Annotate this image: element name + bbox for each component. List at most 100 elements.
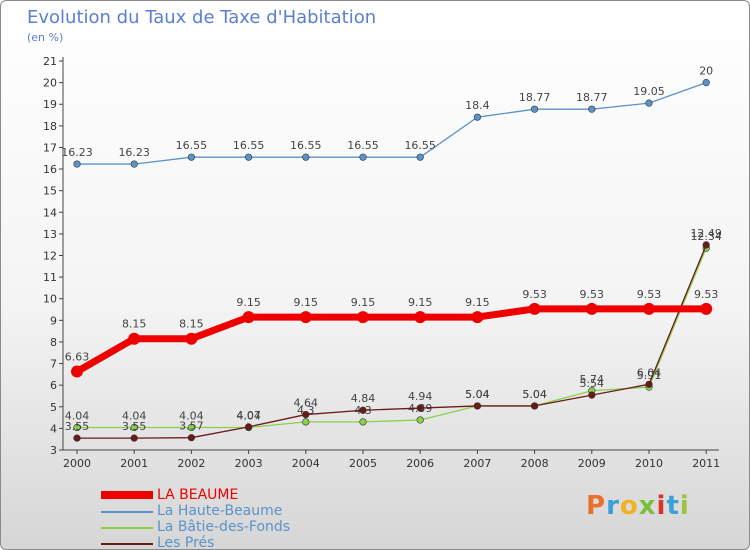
data-point — [185, 332, 198, 345]
x-tick-label: 2007 — [463, 457, 491, 470]
data-point — [130, 160, 138, 168]
data-label: 6.63 — [65, 351, 90, 364]
data-point — [73, 434, 81, 442]
data-point — [414, 311, 427, 324]
data-point — [530, 402, 539, 410]
legend-swatch — [101, 511, 153, 513]
y-tick-label: 12 — [43, 250, 57, 263]
data-label: 4.94 — [408, 390, 433, 403]
y-tick-label: 17 — [43, 141, 57, 154]
series-line — [73, 305, 710, 376]
y-tick-label: 21 — [43, 55, 57, 68]
series-line — [76, 247, 707, 429]
data-point — [130, 423, 138, 432]
unit-label: (en %) — [27, 31, 64, 44]
data-point — [187, 423, 195, 432]
data-label: 4.04 — [236, 410, 261, 423]
data-label: 8.15 — [179, 318, 204, 331]
data-label: 12.49 — [690, 227, 722, 240]
data-label: 5.04 — [465, 388, 490, 401]
data-label: 9.15 — [236, 296, 261, 309]
x-tick-label: 2003 — [235, 457, 263, 470]
data-label: 16.23 — [61, 146, 93, 159]
data-label: 4.64 — [294, 397, 319, 410]
data-point — [302, 410, 310, 419]
data-label: 5.54 — [580, 377, 605, 390]
x-tick-label: 2001 — [120, 457, 148, 470]
logo-letter: x — [638, 491, 657, 521]
series-line — [76, 244, 707, 439]
data-label: 18.77 — [519, 91, 551, 104]
data-label: 9.15 — [294, 296, 319, 309]
logo-letter: i — [656, 491, 667, 521]
x-tick-label: 2010 — [635, 457, 663, 470]
data-label: 20 — [699, 65, 713, 78]
data-point — [302, 418, 310, 426]
data-label: 16.55 — [233, 139, 265, 152]
data-point — [187, 153, 195, 161]
series-line — [76, 81, 707, 165]
y-tick-label: 11 — [43, 271, 57, 284]
x-tick-label: 2002 — [177, 457, 205, 470]
y-tick-label: 6 — [50, 379, 57, 392]
data-point — [73, 423, 81, 432]
data-point — [416, 416, 424, 424]
y-tick-label: 14 — [43, 206, 57, 219]
data-point — [128, 332, 141, 345]
data-label: 5.74 — [580, 373, 605, 386]
y-tick-label: 3 — [50, 444, 57, 457]
data-label: 5.04 — [522, 388, 547, 401]
data-label: 16.55 — [404, 139, 436, 152]
data-point — [299, 311, 312, 324]
data-label: 4.04 — [179, 410, 204, 423]
data-point — [416, 404, 424, 412]
x-tick-label: 2006 — [406, 457, 434, 470]
x-tick-label: 2000 — [63, 457, 91, 470]
data-label: 18.4 — [465, 99, 490, 112]
data-label: 19.05 — [633, 85, 665, 98]
data-label: 3.57 — [179, 420, 204, 433]
y-tick-label: 9 — [50, 314, 57, 327]
data-point — [588, 391, 596, 399]
data-point — [645, 380, 653, 388]
data-point — [245, 423, 253, 431]
data-point — [357, 311, 369, 324]
y-tick-label: 15 — [43, 185, 57, 198]
data-point — [245, 153, 253, 161]
legend-label: LA BEAUME — [157, 487, 239, 503]
logo-letter: r — [606, 491, 620, 521]
y-tick-label: 10 — [43, 293, 57, 306]
data-label: 16.55 — [176, 139, 208, 152]
data-label: 4.04 — [65, 410, 90, 423]
data-label: 5.04 — [522, 388, 547, 401]
logo-letter: i — [679, 491, 690, 521]
y-tick-label: 18 — [43, 120, 57, 133]
data-label: 16.23 — [118, 146, 150, 159]
data-point — [473, 113, 482, 121]
data-label: 9.53 — [580, 288, 605, 301]
data-point — [73, 160, 81, 168]
data-point — [416, 153, 424, 161]
legend-swatch — [101, 527, 153, 529]
data-point — [702, 241, 710, 249]
data-point — [473, 402, 482, 410]
data-label: 12.34 — [690, 230, 722, 243]
x-tick-label: 2011 — [692, 457, 720, 470]
data-point — [528, 302, 541, 315]
data-label: 9.15 — [465, 296, 490, 309]
y-tick-label: 13 — [43, 228, 57, 241]
data-label: 6.04 — [637, 366, 662, 379]
data-point — [359, 418, 367, 426]
data-point — [359, 153, 367, 161]
data-point — [702, 79, 710, 87]
y-tick-label: 16 — [43, 163, 57, 176]
data-label: 4.07 — [236, 409, 261, 422]
data-label: 3.55 — [122, 420, 147, 433]
data-point — [359, 406, 367, 414]
data-point — [643, 302, 655, 315]
logo-letter: o — [619, 491, 639, 521]
data-label: 4.04 — [122, 410, 147, 423]
data-point — [242, 311, 255, 324]
y-tick-label: 19 — [43, 98, 57, 111]
y-tick-label: 8 — [50, 336, 57, 349]
